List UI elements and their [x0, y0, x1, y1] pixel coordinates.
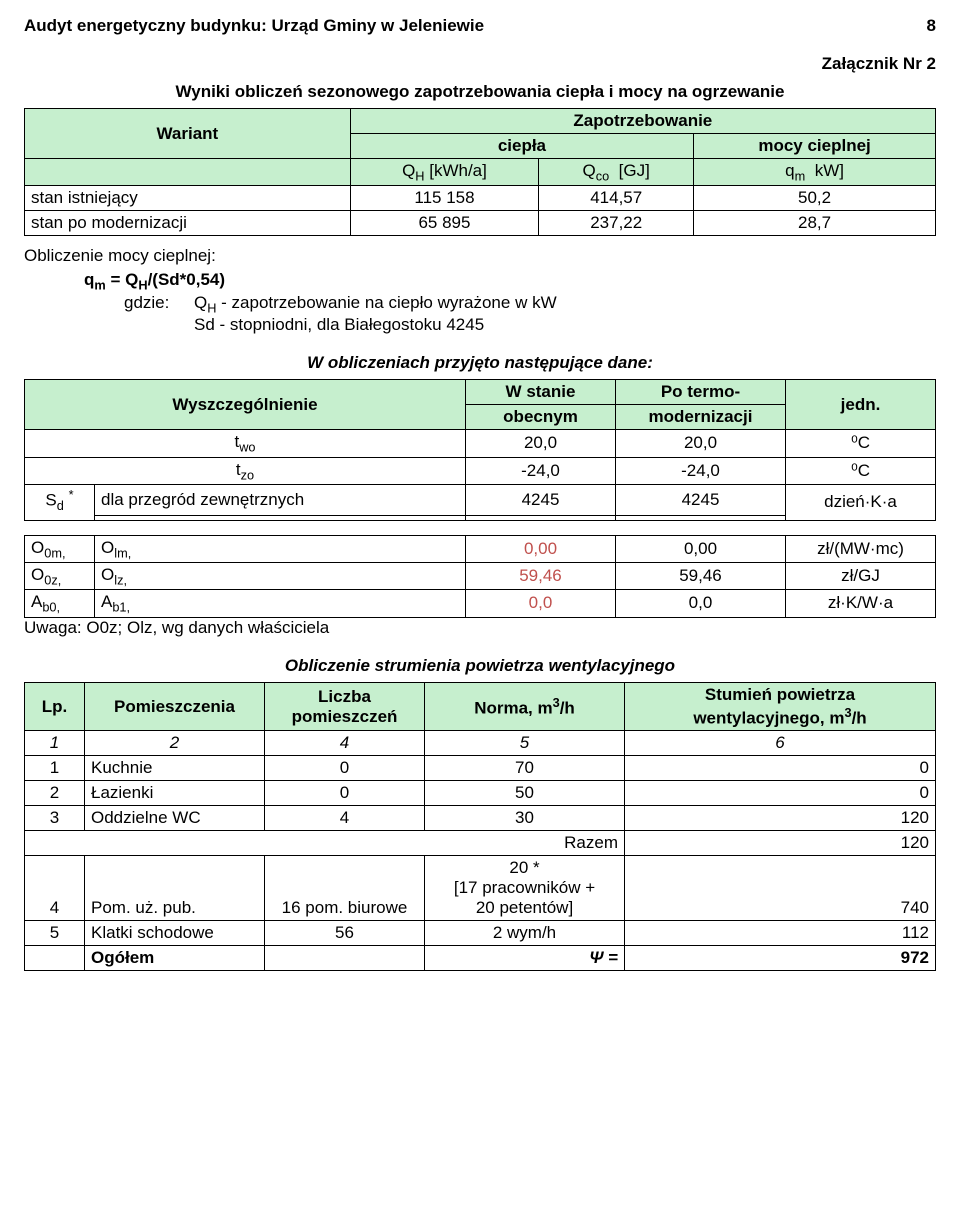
- table-row: 3 Oddzielne WC 4 30 120: [25, 806, 936, 831]
- table-row: tzo -24,0 -24,0 ⁰C: [25, 457, 936, 484]
- vent-title: Obliczenie strumienia powietrza wentylac…: [24, 656, 936, 676]
- calc-formula: qm = QH/(Sd*0,54): [84, 270, 936, 292]
- col-variant: Wariant: [25, 109, 351, 159]
- table-row: Sd * dla przegród zewnętrznych 4245 4245…: [25, 484, 936, 515]
- vent-table: Lp. Pomieszczenia Liczbapomieszczeń Norm…: [24, 682, 936, 972]
- unit-qco: Qco [GJ]: [539, 159, 694, 186]
- table-row: two 20,0 20,0 ⁰C: [25, 430, 936, 457]
- table-row: 5 Klatki schodowe 56 2 wym/h 112: [25, 921, 936, 946]
- table-row: 4 Pom. uż. pub. 16 pom. biurowe 20 *[17 …: [25, 856, 936, 921]
- calc-line1: QH - zapotrzebowanie na ciepło wyrażone …: [194, 293, 557, 315]
- table-row: stan istniejący 115 158 414,57 50,2: [25, 186, 936, 211]
- calc-heading: Obliczenie mocy cieplnej:: [24, 246, 936, 266]
- col-spec: Wyszczególnienie: [25, 380, 466, 430]
- spec-table: Wyszczególnienie W stanie Po termo- jedn…: [24, 379, 936, 520]
- attachment-label: Załącznik Nr 2: [24, 54, 936, 74]
- calc-line2: Sd - stopniodni, dla Białegostoku 4245: [194, 315, 557, 335]
- table-row: O0z, Olz, 59,46 59,46 zł/GJ: [25, 562, 936, 589]
- page-number: 8: [927, 16, 936, 36]
- gdzie-label: gdzie:: [124, 293, 194, 335]
- page-header: Audyt energetyczny budynku: Urząd Gminy …: [24, 16, 936, 36]
- col-demand: Zapotrzebowanie: [350, 109, 935, 134]
- header-index-row: 1 2 4 5 6: [25, 731, 936, 756]
- table-row: 1 Kuchnie 0 70 0: [25, 756, 936, 781]
- table-row: stan po modernizacji 65 895 237,22 28,7: [25, 211, 936, 236]
- cost-note: Uwaga: O0z; Olz, wg danych właściciela: [24, 618, 936, 638]
- cost-table: O0m, Olm, 0,00 0,00 zł/(MW·mc) O0z, Olz,…: [24, 535, 936, 618]
- doc-title: Audyt energetyczny budynku: Urząd Gminy …: [24, 16, 484, 36]
- total-row: Ogółem Ψ = 972: [25, 946, 936, 971]
- section-title: Wyniki obliczeń sezonowego zapotrzebowan…: [24, 82, 936, 102]
- table-row: Ab0, Ab1, 0,0 0,0 zł·K/W·a: [25, 590, 936, 617]
- unit-qh: QH [kWh/a]: [350, 159, 539, 186]
- col-power: mocy cieplnej: [694, 134, 936, 159]
- table-row: 2 Łazienki 0 50 0: [25, 781, 936, 806]
- col-heat: ciepła: [350, 134, 693, 159]
- razem-row: Razem 120: [25, 831, 936, 856]
- table-row: O0m, Olm, 0,00 0,00 zł/(MW·mc): [25, 535, 936, 562]
- assumptions-title: W obliczeniach przyjęto następujące dane…: [24, 353, 936, 373]
- unit-qm: qm kW]: [694, 159, 936, 186]
- demand-table: Wariant Zapotrzebowanie ciepła mocy ciep…: [24, 108, 936, 236]
